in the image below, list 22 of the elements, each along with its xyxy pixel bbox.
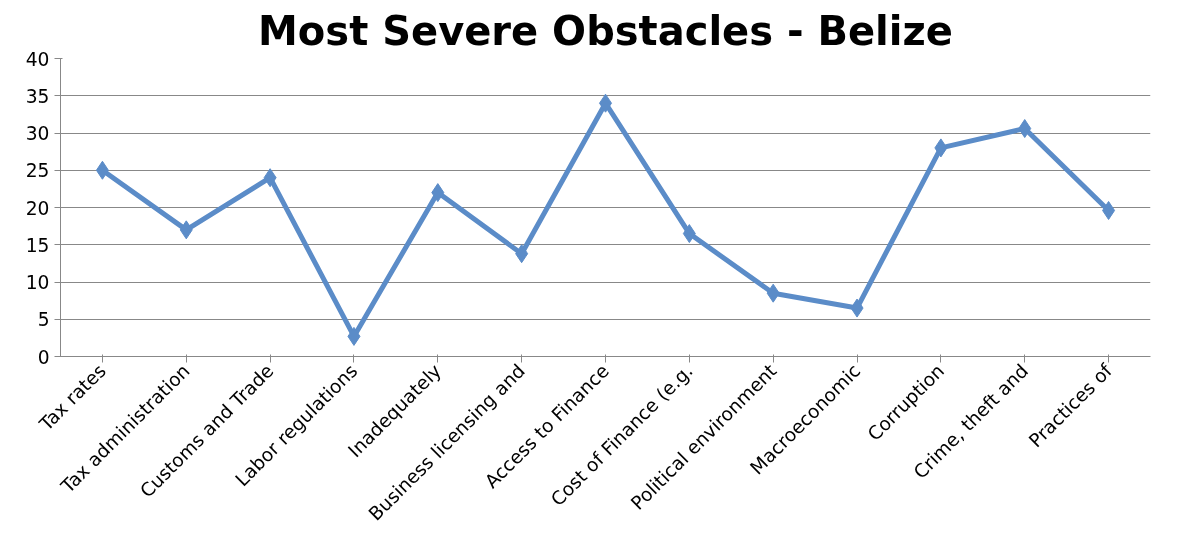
point [766,283,780,303]
point [431,183,445,203]
y-tick-label: 0 [37,346,50,368]
point [263,168,277,188]
y-tick-label: 40 [25,48,50,70]
point [515,244,529,264]
point [934,138,948,158]
y-tick-label: 20 [25,197,50,219]
y-tick-label: 35 [25,85,50,107]
chart-title: Most Severe Obstacles - Belize [258,7,953,54]
point [682,224,696,244]
point [1018,119,1032,139]
y-tick-label: 30 [25,123,50,144]
y-tick-label: 10 [25,272,50,293]
point [95,160,109,180]
y-tick-label: 5 [37,309,50,331]
y-tick-label: 25 [25,160,50,182]
y-tick-label: 15 [25,234,50,256]
point [179,220,193,240]
point [347,326,361,346]
point [850,298,864,318]
point [1102,200,1116,220]
